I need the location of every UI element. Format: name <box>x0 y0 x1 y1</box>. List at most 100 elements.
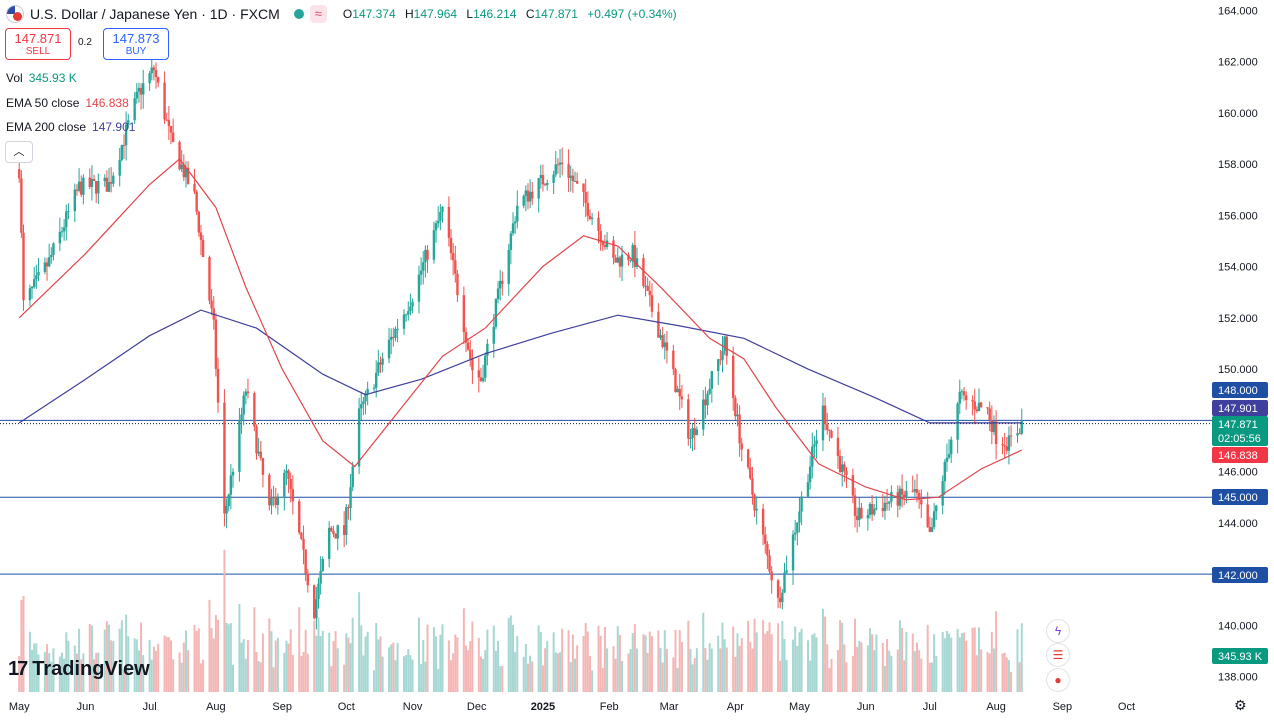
volume-bar <box>332 641 335 692</box>
volume-bar <box>783 639 786 692</box>
volume-bar <box>629 648 632 692</box>
volume-bar <box>644 635 647 692</box>
buy-button[interactable]: 147.873 BUY <box>103 28 169 60</box>
candle-body <box>43 262 47 272</box>
candle-body <box>240 414 243 421</box>
volume-bar <box>815 637 818 692</box>
candle-body <box>631 245 634 261</box>
candle-body <box>330 527 333 532</box>
candle-body <box>1007 435 1011 451</box>
y-tick-label: 164.000 <box>1218 5 1258 17</box>
volume-bar <box>479 656 482 692</box>
candle-body <box>845 470 848 476</box>
candle-body <box>575 180 579 184</box>
candle-body <box>883 502 887 512</box>
volume-bar <box>471 621 474 692</box>
volume-bar <box>734 656 737 692</box>
volume-badge-label: 345.93 K <box>1218 651 1263 663</box>
candle-body <box>231 471 235 476</box>
candle-body <box>419 270 423 275</box>
candle-body <box>122 145 126 147</box>
candle-body <box>214 319 218 369</box>
volume-bar <box>157 643 160 692</box>
jp-flag-event-icon[interactable]: ● <box>1046 668 1070 692</box>
candle-body <box>82 177 85 195</box>
volume-bar <box>839 620 842 692</box>
wave-icon[interactable]: ≈ <box>309 5 327 23</box>
candle-body <box>426 249 429 260</box>
candle-body <box>890 492 893 502</box>
candle-body <box>1003 445 1006 447</box>
candle-body <box>37 271 40 276</box>
volume-bar <box>22 596 25 692</box>
volume-bar <box>298 607 301 692</box>
candle-body <box>381 358 384 365</box>
candle-body <box>588 215 592 220</box>
volume-bar <box>75 653 78 692</box>
candle-body <box>888 501 891 504</box>
us-flag-event-icon[interactable]: ☰ <box>1046 643 1070 667</box>
volume-bar <box>618 634 621 692</box>
sell-button[interactable]: 147.871 SELL <box>5 28 71 60</box>
candle-body <box>80 181 83 195</box>
volume-bar <box>582 636 585 692</box>
candle-body <box>315 599 318 619</box>
candle-body <box>268 474 271 506</box>
volume-bar <box>978 627 981 692</box>
volume-bar <box>871 634 874 692</box>
candle-body <box>392 336 395 338</box>
candle-body <box>165 119 168 121</box>
candle-body <box>1016 433 1019 436</box>
candle-body <box>313 585 316 619</box>
candle-body <box>334 533 337 539</box>
volume-bar <box>678 629 681 692</box>
volume-bar <box>60 652 63 692</box>
ema200-legend[interactable]: EMA 200 close 147.901 <box>6 120 136 134</box>
volume-bar <box>995 611 998 692</box>
candle-body <box>868 503 872 515</box>
candle-body <box>740 443 743 450</box>
candle-body <box>449 237 453 254</box>
tradingview-logo[interactable]: 17 TradingView <box>8 658 150 681</box>
volume-bar <box>860 642 863 692</box>
candle-body <box>97 180 100 194</box>
volume-bar <box>541 665 544 692</box>
candle-body <box>785 570 788 573</box>
volume-bar <box>403 656 405 692</box>
volume-bar <box>830 659 833 692</box>
volume-bar <box>556 653 559 692</box>
volume-bar <box>689 648 692 692</box>
volume-bar <box>347 637 350 692</box>
candle-body <box>342 525 346 535</box>
ema50-legend[interactable]: EMA 50 close 146.838 <box>6 96 129 110</box>
candle-body <box>507 249 510 284</box>
volume-bar <box>723 639 726 692</box>
volume-bar <box>93 659 96 692</box>
volume-bar <box>526 663 529 692</box>
volume-bar <box>913 651 916 692</box>
candle-body <box>180 164 183 170</box>
volume-bar <box>456 637 459 692</box>
volume-bar <box>321 630 324 692</box>
candle-body <box>657 311 660 338</box>
candle-body <box>979 402 983 408</box>
candle-body <box>885 502 889 504</box>
candle-body <box>731 355 735 398</box>
volume-legend[interactable]: Vol 345.93 K <box>6 71 77 85</box>
gear-icon[interactable]: ⚙ <box>1234 697 1247 713</box>
candle-body <box>18 169 21 179</box>
candle-body <box>964 395 968 400</box>
volume-bar <box>78 628 81 692</box>
symbol-title[interactable]: U.S. Dollar / Japanese Yen · 1D · FXCM <box>30 6 280 22</box>
candle-body <box>28 288 32 301</box>
candle-body <box>546 183 549 186</box>
volume-bar <box>883 666 886 692</box>
chevron-up-icon[interactable]: ︿ <box>5 141 33 163</box>
lightning-icon[interactable]: ϟ <box>1046 619 1070 643</box>
candle-body <box>178 141 181 170</box>
volume-bar <box>362 655 365 692</box>
candle-body <box>781 592 784 603</box>
volume-bar <box>244 658 247 692</box>
volume-bar <box>868 628 871 692</box>
